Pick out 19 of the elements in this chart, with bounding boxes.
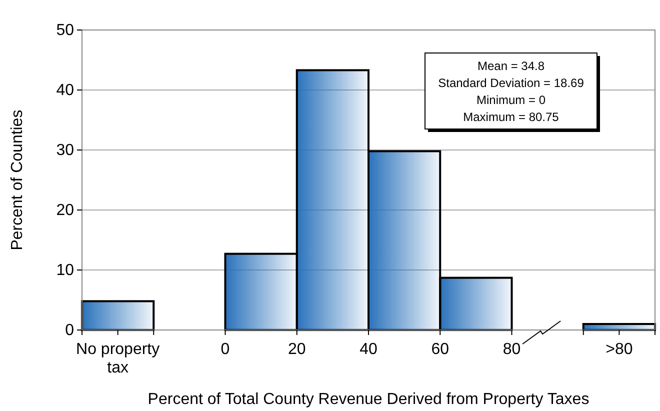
y-tick-label: 0: [65, 322, 74, 340]
annotation: Standard Deviation = 18.69: [438, 76, 584, 90]
x-tick-label: 20: [288, 341, 306, 358]
annotation: Minimum = 0: [476, 93, 546, 107]
y-tick-label: 50: [56, 22, 74, 40]
x-tick-label: 60: [431, 341, 450, 358]
x-tick-label: 40: [360, 341, 378, 358]
y-tick-label: 10: [56, 262, 74, 280]
annotation: Maximum = 80.75: [463, 110, 560, 124]
x-tick-label: >80: [606, 341, 633, 358]
x-tick-label: 0: [220, 341, 230, 358]
x-tick-label: 80: [502, 341, 521, 358]
y-axis-title: Percent of Counties: [9, 110, 26, 250]
x-tick-label: No property tax: [76, 341, 160, 376]
annotation: Mean = 34.8: [477, 59, 545, 73]
y-tick-label: 20: [56, 202, 74, 220]
x-axis-title: Percent of Total County Revenue Derived from Property Taxes: [148, 391, 590, 408]
y-tick-label: 40: [56, 82, 74, 100]
y-tick-label: 30: [56, 142, 74, 160]
